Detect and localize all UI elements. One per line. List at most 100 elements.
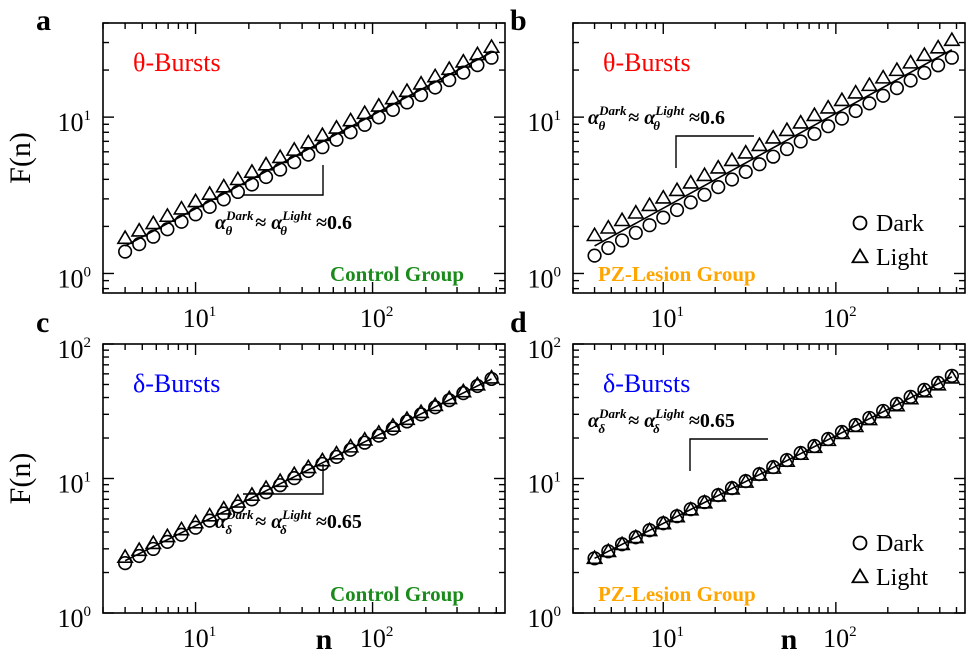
- point-dark: [287, 154, 302, 170]
- point-light: [215, 500, 233, 515]
- point-light: [412, 75, 430, 90]
- point-light: [482, 38, 501, 54]
- point-light: [482, 369, 501, 384]
- point-light: [585, 549, 604, 565]
- point-dark: [944, 50, 959, 65]
- point-dark: [834, 111, 850, 126]
- point-light: [723, 151, 741, 167]
- point-dark: [697, 187, 712, 202]
- plot-frame: [572, 22, 966, 294]
- point-light: [805, 106, 824, 122]
- point-light: [342, 111, 360, 127]
- point-light: [257, 155, 275, 171]
- point-light: [695, 494, 714, 509]
- point-light: [215, 178, 233, 193]
- point-light: [440, 60, 458, 76]
- point-dark: [244, 177, 260, 192]
- fit-line: [124, 378, 492, 562]
- point-light: [682, 174, 700, 189]
- y-tick-label: 100: [58, 264, 92, 293]
- point-light: [627, 528, 645, 544]
- point-dark: [216, 192, 231, 207]
- point-dark: [428, 80, 443, 95]
- point-light: [201, 185, 219, 200]
- point-light: [356, 104, 374, 120]
- point-light: [243, 163, 261, 178]
- point-light: [764, 459, 782, 474]
- panel-letter: c: [36, 306, 49, 339]
- panel-a: 101 102 100 101 F(n) a θ-Bursts Control Group αD…: [4, 4, 506, 333]
- y-tick-label: 102: [58, 335, 92, 364]
- point-light: [599, 219, 617, 234]
- panel-letter: b: [510, 4, 527, 37]
- point-light: [384, 89, 402, 105]
- point-dark: [315, 140, 330, 155]
- point-dark: [917, 65, 932, 81]
- point-dark: [738, 164, 753, 179]
- point-light: [585, 226, 604, 242]
- group-label: Control Group: [330, 262, 464, 286]
- point-light: [750, 136, 769, 152]
- panel-letter: d: [510, 306, 527, 339]
- slope-triangle: [243, 464, 324, 495]
- legend-dark-marker: [852, 215, 868, 231]
- point-light: [130, 222, 148, 237]
- x-tick-label: 102: [360, 304, 394, 333]
- slope-triangle: [689, 438, 768, 471]
- point-dark: [711, 180, 726, 195]
- point-light: [860, 410, 879, 426]
- point-light: [847, 417, 865, 433]
- point-light: [370, 97, 388, 112]
- point-dark: [329, 449, 344, 464]
- panel-c: 101 102 100 101 102 F(n) n c δ-Bursts Control Gro…: [4, 306, 506, 649]
- y-tick-label: 101: [528, 470, 562, 499]
- point-light: [737, 473, 755, 488]
- x-tick-label: 101: [183, 304, 217, 333]
- point-dark: [793, 134, 808, 149]
- point-light: [640, 196, 659, 212]
- point-light: [599, 542, 617, 558]
- slope-triangle: [243, 165, 324, 196]
- point-light: [398, 82, 416, 98]
- point-light: [668, 507, 686, 523]
- point-light: [654, 514, 672, 530]
- point-dark: [385, 102, 400, 117]
- point-light: [778, 452, 796, 467]
- point-light: [116, 548, 134, 564]
- point-dark: [343, 125, 358, 140]
- y-tick-label: 101: [58, 470, 92, 499]
- y-tick-label: 100: [58, 604, 92, 633]
- point-light: [158, 207, 176, 223]
- point-dark: [587, 248, 602, 263]
- legend-light-label: Light: [876, 565, 928, 591]
- point-light: [709, 159, 727, 174]
- point-dark: [343, 442, 358, 457]
- point-dark: [329, 132, 344, 147]
- point-dark: [614, 233, 630, 248]
- x-axis-label: n: [316, 623, 333, 649]
- point-light: [285, 465, 303, 481]
- point-light: [257, 479, 275, 495]
- y-tick-label: 101: [528, 108, 562, 137]
- point-light: [860, 76, 879, 92]
- point-light: [627, 204, 645, 219]
- series-dark: [587, 50, 959, 263]
- x-tick-label: 102: [823, 624, 857, 649]
- point-light: [723, 480, 741, 495]
- point-light: [819, 99, 837, 114]
- point-light: [116, 229, 134, 245]
- point-dark: [273, 162, 288, 177]
- point-dark: [931, 58, 946, 73]
- point-dark: [442, 72, 457, 88]
- plot-frame: [102, 22, 506, 294]
- legend-light-marker: [850, 247, 870, 264]
- series-light: [116, 38, 501, 245]
- fit-line: [594, 48, 953, 247]
- point-light: [144, 214, 162, 230]
- point-dark: [301, 147, 316, 162]
- y-tick-label: 102: [528, 335, 562, 364]
- slope-annotation: αDark δ ≈ αLight δ ≈0.65: [588, 406, 735, 436]
- legend: Dark Light: [850, 211, 928, 271]
- point-dark: [188, 207, 203, 222]
- group-label: PZ-Lesion Group: [598, 262, 756, 286]
